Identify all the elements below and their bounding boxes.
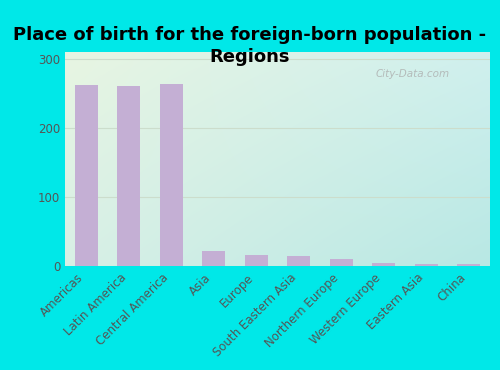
Bar xyxy=(414,264,438,266)
Bar xyxy=(244,255,268,266)
Bar xyxy=(160,84,183,266)
Bar xyxy=(372,263,396,266)
Bar xyxy=(457,264,480,266)
Text: Place of birth for the foreign-born population -: Place of birth for the foreign-born popu… xyxy=(14,26,486,44)
Text: Regions: Regions xyxy=(210,48,290,66)
Bar xyxy=(330,259,353,266)
Bar xyxy=(74,85,98,266)
Bar xyxy=(287,256,310,266)
Bar xyxy=(117,87,140,266)
Text: City-Data.com: City-Data.com xyxy=(375,69,450,79)
Bar xyxy=(202,251,226,266)
